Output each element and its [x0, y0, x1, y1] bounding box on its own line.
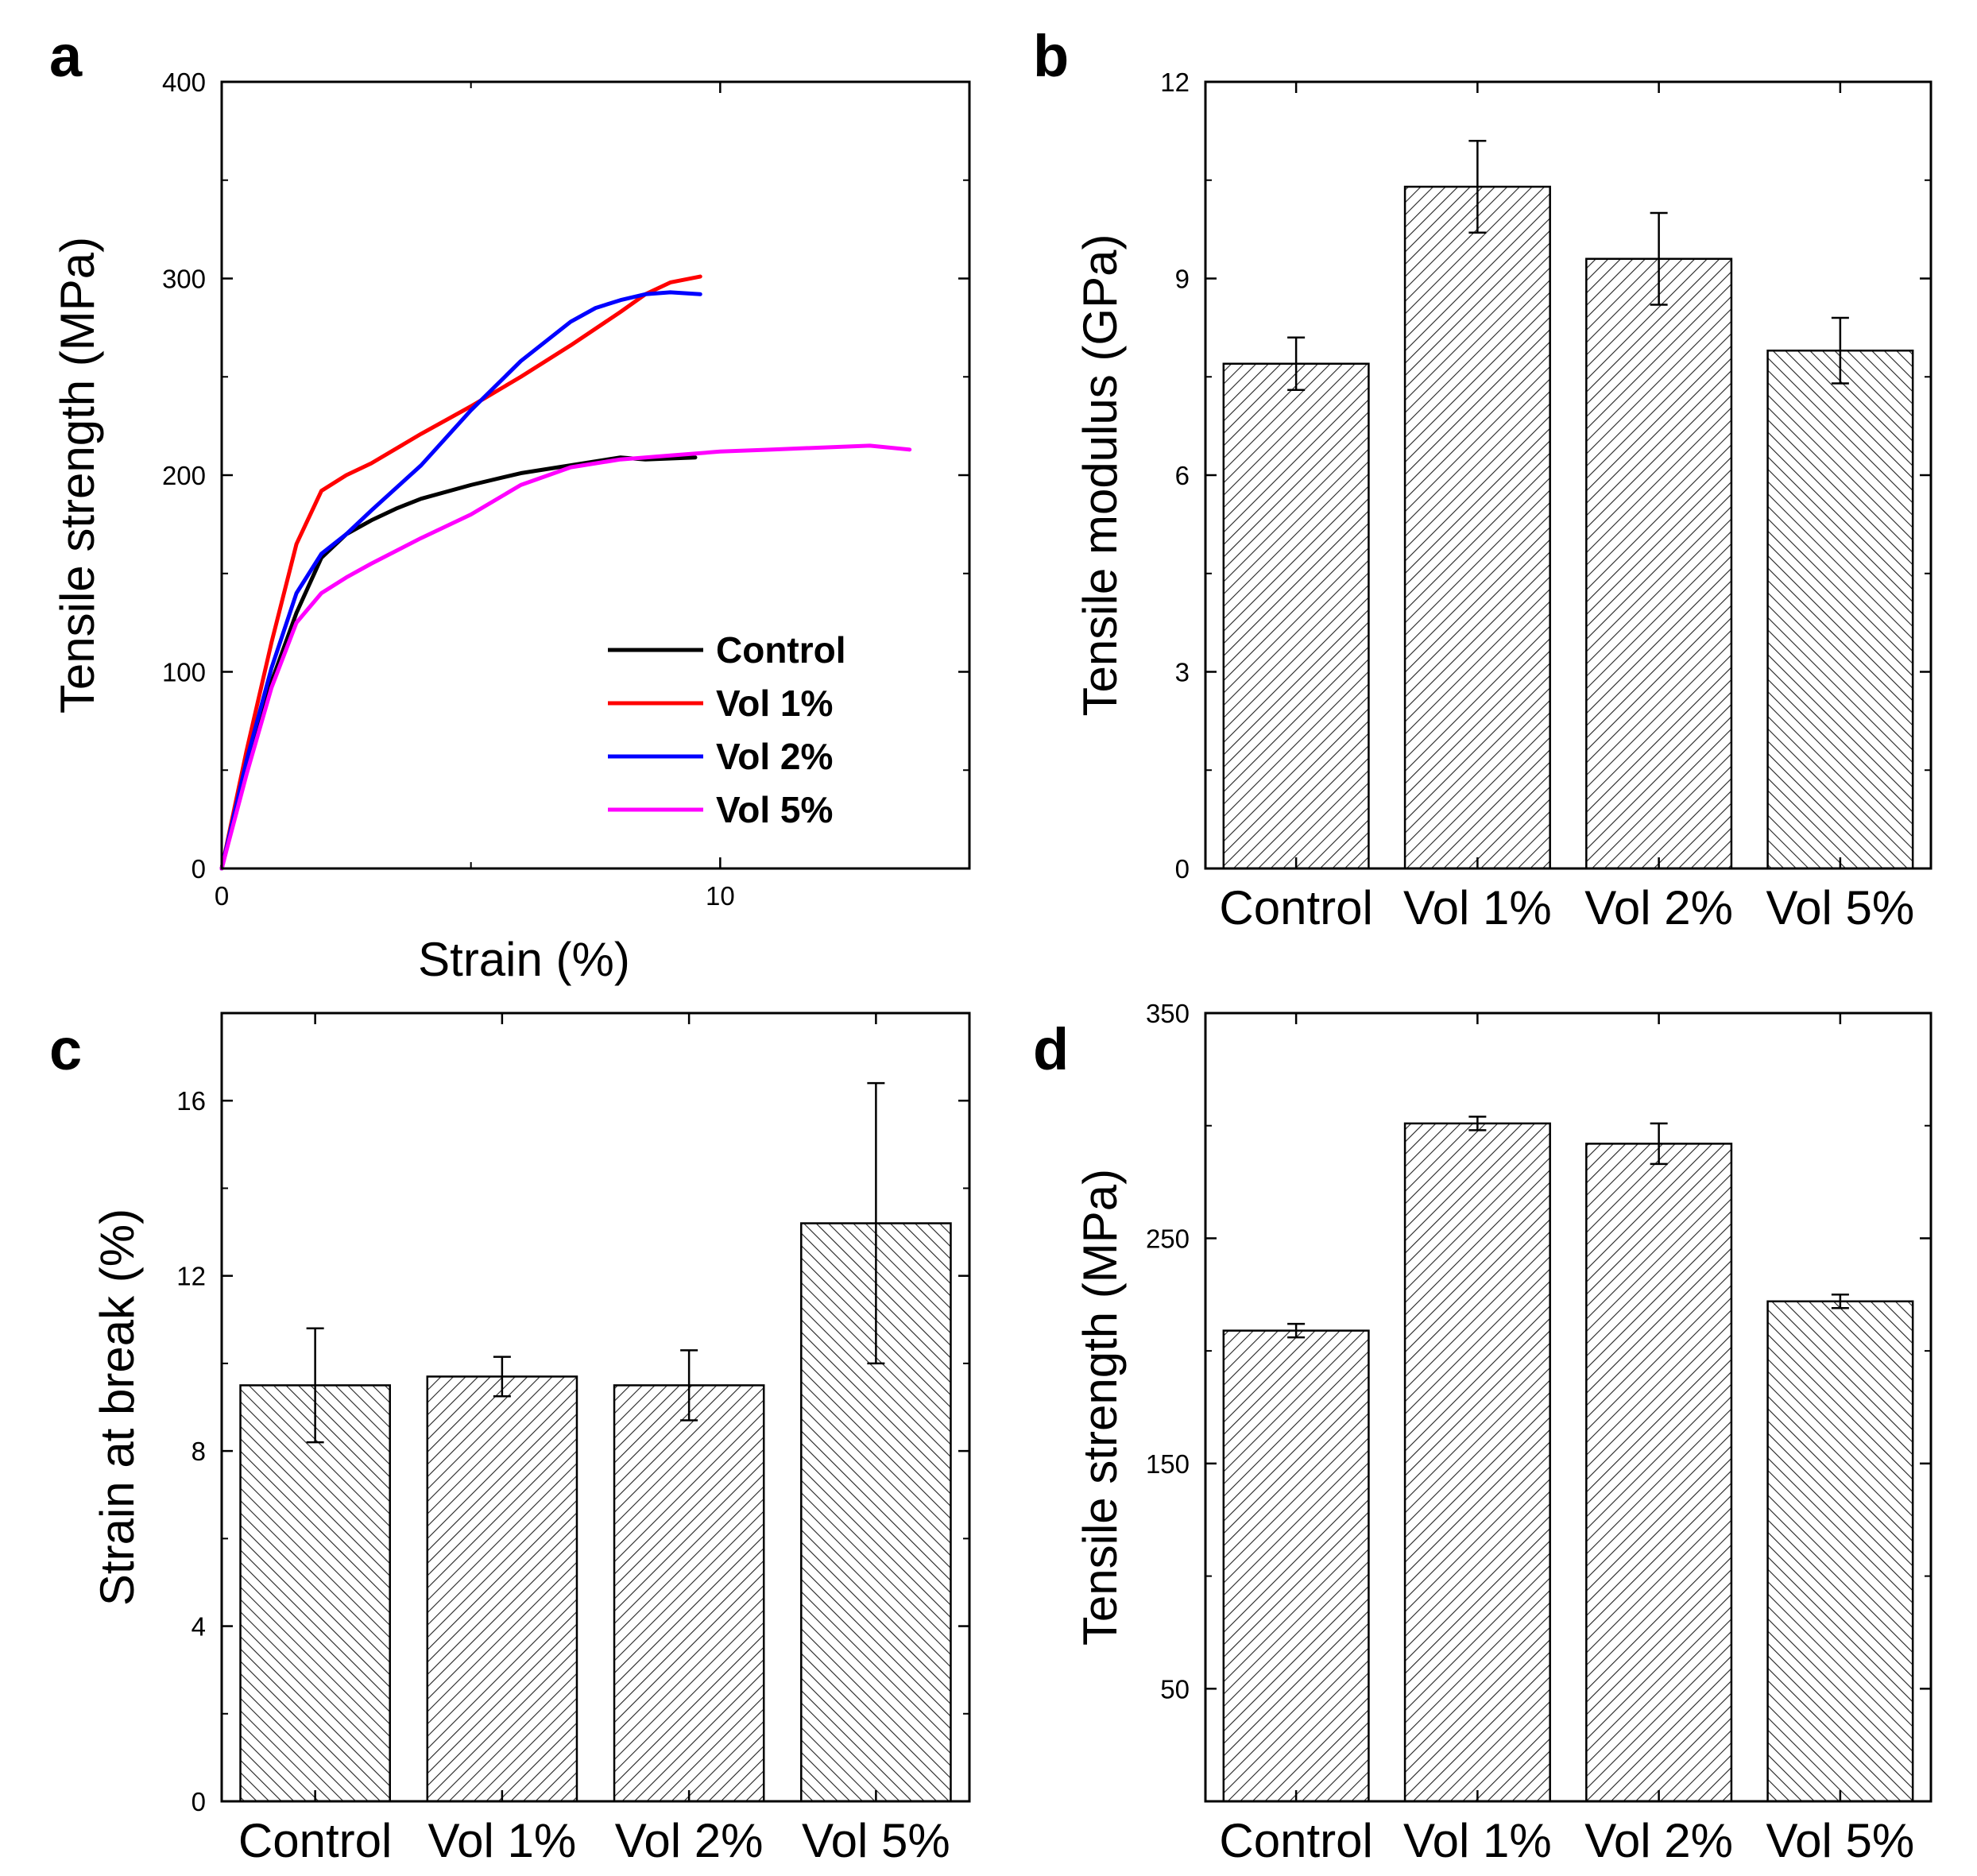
panel-d-ytick-label: 250: [1146, 1224, 1190, 1253]
panel-d-bar-1: [1222, 1329, 1370, 1803]
panel-b-category-label-2: Vol 1%: [1403, 881, 1552, 934]
panel-a-legend-label-1: Control: [716, 629, 846, 671]
panel-a-legend-label-3: Vol 2%: [716, 736, 833, 777]
panel-b-ytick-label: 6: [1175, 461, 1190, 490]
panel-d-category-label-1: Control: [1219, 1814, 1372, 1867]
panel-c-bar-1: [239, 1384, 391, 1803]
panel-b-bar-3: [1585, 257, 1733, 870]
panel-d-bar-4: [1766, 1300, 1914, 1803]
panel-a-plot-frame: [220, 80, 971, 870]
panel-d-bar-3: [1585, 1143, 1733, 1803]
panel-c-category-label-3: Vol 2%: [615, 1814, 764, 1867]
panel-a-legend-label-4: Vol 5%: [716, 789, 833, 830]
panel-a-series-line-2: [219, 274, 702, 871]
panel-c-plot-frame: [220, 1011, 971, 1803]
panel-b-ytick-label: 12: [1160, 68, 1190, 97]
panel-a-xtick-label: 10: [706, 881, 735, 911]
panel-d-plot-frame: [1204, 1011, 1933, 1803]
panel-d-category-label-2: Vol 1%: [1403, 1814, 1552, 1867]
panel-b-category-label-4: Vol 5%: [1766, 881, 1914, 934]
panel-b-bar-2: [1403, 185, 1551, 870]
panel-d-ytick-label: 50: [1160, 1674, 1190, 1704]
panel-d-bar-2: [1403, 1122, 1551, 1803]
panel-b-bar-4: [1766, 350, 1914, 870]
panel-b-ytick-label: 0: [1175, 854, 1190, 884]
panel-b-y-axis-title: Tensile modulus (GPa): [1074, 234, 1127, 717]
panel-a-letter: a: [49, 23, 83, 89]
panel-a-x-axis-title: Strain (%): [418, 933, 630, 986]
panel-a-ytick-label: 0: [192, 854, 206, 884]
panel-d-y-axis-title: Tensile strength (MPa): [1074, 1169, 1127, 1646]
panel-d-letter: d: [1033, 1016, 1069, 1082]
panel-c-ytick-label: 0: [192, 1787, 206, 1816]
panel-c-ytick-label: 4: [192, 1612, 206, 1642]
panel-c-ytick-label: 8: [192, 1437, 206, 1466]
panel-c-category-label-1: Control: [238, 1814, 392, 1867]
panel-d-ytick-label: 350: [1146, 999, 1190, 1028]
panel-d-bar-chart: d 50 150 250 350 Tensile strength (MPa) Contro…: [1033, 999, 1933, 1867]
panel-b-plot-frame: [1204, 80, 1933, 870]
panel-b-category-label-1: Control: [1219, 881, 1372, 934]
panel-c-ytick-label: 12: [176, 1262, 206, 1291]
panel-c-category-label-2: Vol 1%: [428, 1814, 576, 1867]
panel-b-ytick-label: 3: [1175, 658, 1190, 687]
panel-b-category-label-3: Vol 2%: [1584, 881, 1733, 934]
panel-c-letter: c: [49, 1016, 82, 1082]
panel-b-bar-chart: b 0 3 6 9 12 Tensile modulus (GPa) Control Vol 1…: [1033, 23, 1933, 934]
panel-b-ytick-label: 9: [1175, 265, 1190, 294]
panel-d-category-label-3: Vol 2%: [1584, 1814, 1733, 1867]
panel-a-legend-label-2: Vol 1%: [716, 683, 833, 724]
panel-c-ytick-label: 16: [176, 1086, 206, 1116]
panel-c-bar-chart: c 0 4 8 12 16 Strain at break (%) Control Vol 1%…: [49, 1011, 971, 1867]
panel-d-category-label-4: Vol 5%: [1766, 1814, 1914, 1867]
panel-a-ytick-label: 400: [162, 68, 206, 97]
panel-d-ytick-label: 150: [1146, 1449, 1190, 1479]
panel-c-category-label-4: Vol 5%: [802, 1814, 950, 1867]
panel-b-letter: b: [1033, 23, 1069, 89]
panel-c-y-axis-title: Strain at break (%): [91, 1209, 144, 1606]
panel-a-xtick-label: 0: [215, 881, 229, 911]
panel-a-line-chart: a 0 100 200 300 400 Tensile strength (MPa) 0 10 S…: [49, 23, 971, 986]
panel-a-series-line-3: [219, 290, 702, 871]
panel-b-bar-1: [1222, 362, 1370, 870]
panel-a-ytick-label: 100: [162, 658, 206, 687]
panel-c-bar-2: [426, 1375, 578, 1803]
panel-a-ytick-label: 300: [162, 265, 206, 294]
panel-a-series-line-4: [219, 443, 912, 871]
panel-a-ytick-label: 200: [162, 461, 206, 490]
panel-c-bar-3: [613, 1384, 765, 1803]
panel-a-y-axis-title: Tensile strength (MPa): [51, 237, 104, 714]
